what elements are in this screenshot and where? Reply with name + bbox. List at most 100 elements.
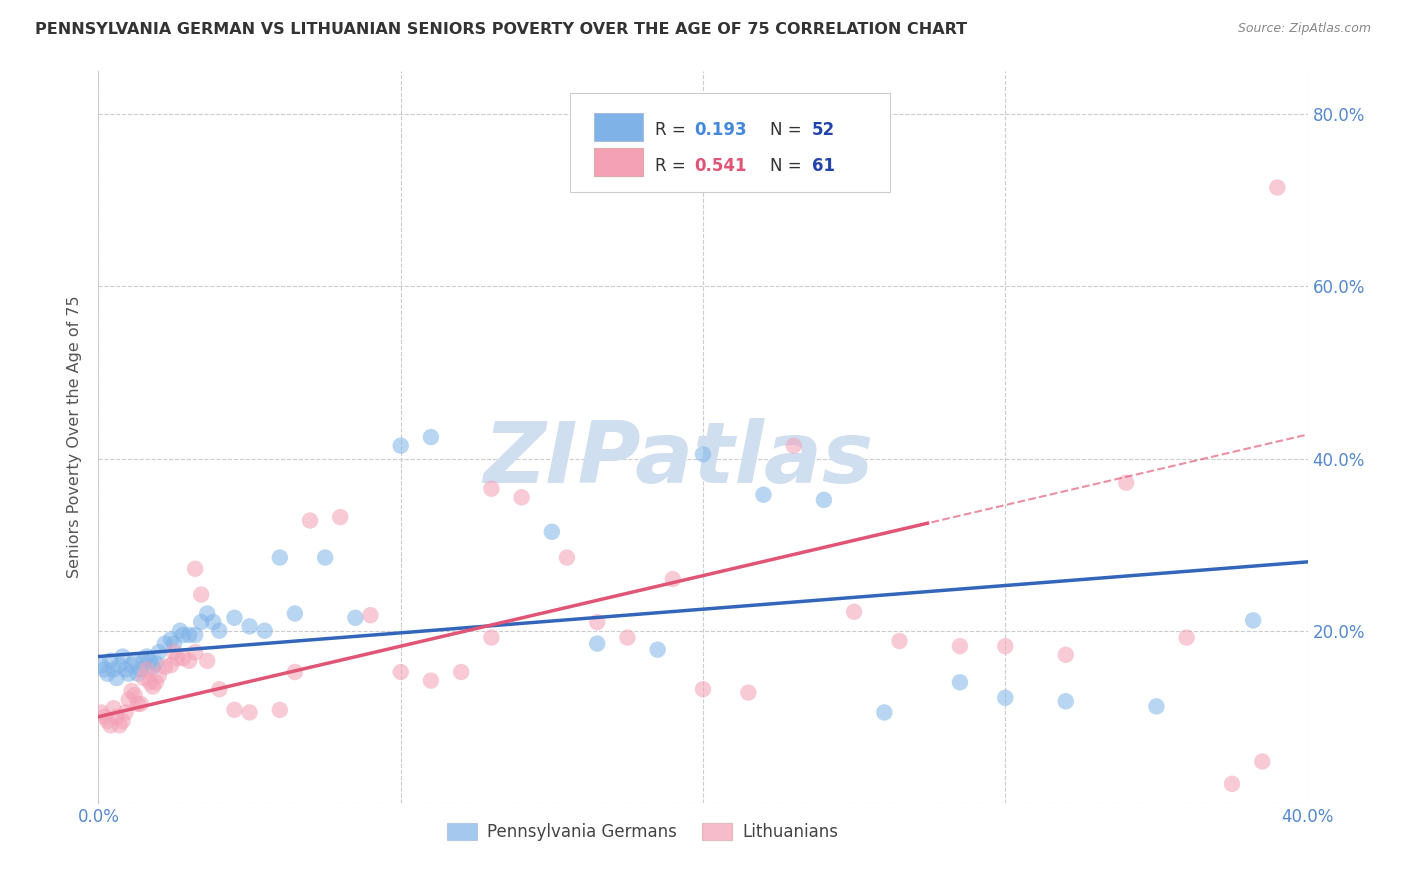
Point bbox=[616, 631, 638, 645]
Point bbox=[163, 645, 186, 659]
Point bbox=[111, 649, 134, 664]
Point bbox=[314, 550, 336, 565]
Point bbox=[202, 615, 225, 629]
Point bbox=[132, 671, 155, 685]
Point bbox=[994, 690, 1017, 705]
Point bbox=[124, 688, 146, 702]
Text: N =: N = bbox=[769, 158, 807, 176]
Point bbox=[190, 588, 212, 602]
Point bbox=[949, 639, 972, 653]
Point bbox=[153, 660, 176, 674]
Point bbox=[179, 654, 201, 668]
Point bbox=[647, 642, 669, 657]
Point bbox=[692, 682, 714, 697]
Point bbox=[118, 666, 141, 681]
Point bbox=[420, 673, 443, 688]
Point bbox=[224, 703, 246, 717]
Point bbox=[208, 682, 231, 697]
Point bbox=[121, 684, 143, 698]
Point bbox=[190, 615, 212, 629]
Point bbox=[1251, 755, 1274, 769]
Text: 61: 61 bbox=[811, 158, 835, 176]
Point bbox=[329, 510, 352, 524]
Point bbox=[540, 524, 562, 539]
Point bbox=[1241, 613, 1264, 627]
Point bbox=[299, 514, 322, 528]
Point bbox=[783, 439, 806, 453]
Point bbox=[118, 692, 141, 706]
Point bbox=[1175, 631, 1198, 645]
Point bbox=[172, 628, 194, 642]
Point bbox=[420, 430, 443, 444]
Point bbox=[172, 651, 194, 665]
Point bbox=[169, 624, 191, 638]
Point bbox=[90, 706, 112, 720]
Point bbox=[108, 658, 131, 673]
Point bbox=[195, 607, 218, 621]
Point bbox=[195, 654, 218, 668]
Point bbox=[994, 639, 1017, 653]
FancyBboxPatch shape bbox=[595, 113, 643, 141]
Point bbox=[90, 658, 112, 673]
Point bbox=[389, 665, 412, 679]
Point bbox=[208, 624, 231, 638]
Point bbox=[108, 718, 131, 732]
Point bbox=[103, 701, 125, 715]
Text: ZIPatlas: ZIPatlas bbox=[484, 417, 875, 500]
Point bbox=[145, 657, 167, 671]
Point bbox=[481, 482, 503, 496]
Point bbox=[96, 666, 118, 681]
Point bbox=[135, 649, 157, 664]
Point bbox=[1054, 648, 1077, 662]
Point bbox=[166, 651, 188, 665]
Point bbox=[239, 619, 262, 633]
Legend: Pennsylvania Germans, Lithuanians: Pennsylvania Germans, Lithuanians bbox=[439, 814, 846, 849]
Point bbox=[111, 714, 134, 728]
Text: 52: 52 bbox=[811, 121, 835, 139]
Point bbox=[481, 631, 503, 645]
Point bbox=[124, 654, 146, 668]
Point bbox=[873, 706, 896, 720]
Point bbox=[1267, 180, 1289, 194]
Point bbox=[105, 671, 128, 685]
Point bbox=[153, 637, 176, 651]
Point bbox=[269, 703, 291, 717]
Point bbox=[132, 654, 155, 668]
Point bbox=[93, 662, 115, 676]
Point bbox=[163, 637, 186, 651]
Point bbox=[389, 439, 412, 453]
Point bbox=[813, 492, 835, 507]
Point bbox=[114, 662, 136, 676]
Point bbox=[692, 447, 714, 461]
Text: R =: R = bbox=[655, 158, 690, 176]
FancyBboxPatch shape bbox=[595, 148, 643, 176]
Text: PENNSYLVANIA GERMAN VS LITHUANIAN SENIORS POVERTY OVER THE AGE OF 75 CORRELATION: PENNSYLVANIA GERMAN VS LITHUANIAN SENIOR… bbox=[35, 22, 967, 37]
Text: R =: R = bbox=[655, 121, 690, 139]
Point bbox=[510, 491, 533, 505]
Point bbox=[103, 662, 125, 676]
Point bbox=[127, 666, 149, 681]
Point bbox=[344, 611, 367, 625]
Point bbox=[661, 572, 683, 586]
Point bbox=[160, 632, 183, 647]
Point bbox=[360, 608, 382, 623]
Point bbox=[586, 637, 609, 651]
Point bbox=[949, 675, 972, 690]
Text: N =: N = bbox=[769, 121, 807, 139]
Point bbox=[142, 660, 165, 674]
Point bbox=[129, 662, 152, 676]
Point bbox=[114, 706, 136, 720]
Point bbox=[135, 662, 157, 676]
Point bbox=[129, 697, 152, 711]
Point bbox=[889, 634, 911, 648]
Point bbox=[752, 488, 775, 502]
Point bbox=[93, 710, 115, 724]
Point bbox=[127, 697, 149, 711]
Point bbox=[160, 658, 183, 673]
Point bbox=[184, 628, 207, 642]
Point bbox=[586, 615, 609, 629]
FancyBboxPatch shape bbox=[569, 94, 890, 192]
Point bbox=[239, 706, 262, 720]
Point bbox=[148, 645, 170, 659]
Point bbox=[284, 665, 307, 679]
